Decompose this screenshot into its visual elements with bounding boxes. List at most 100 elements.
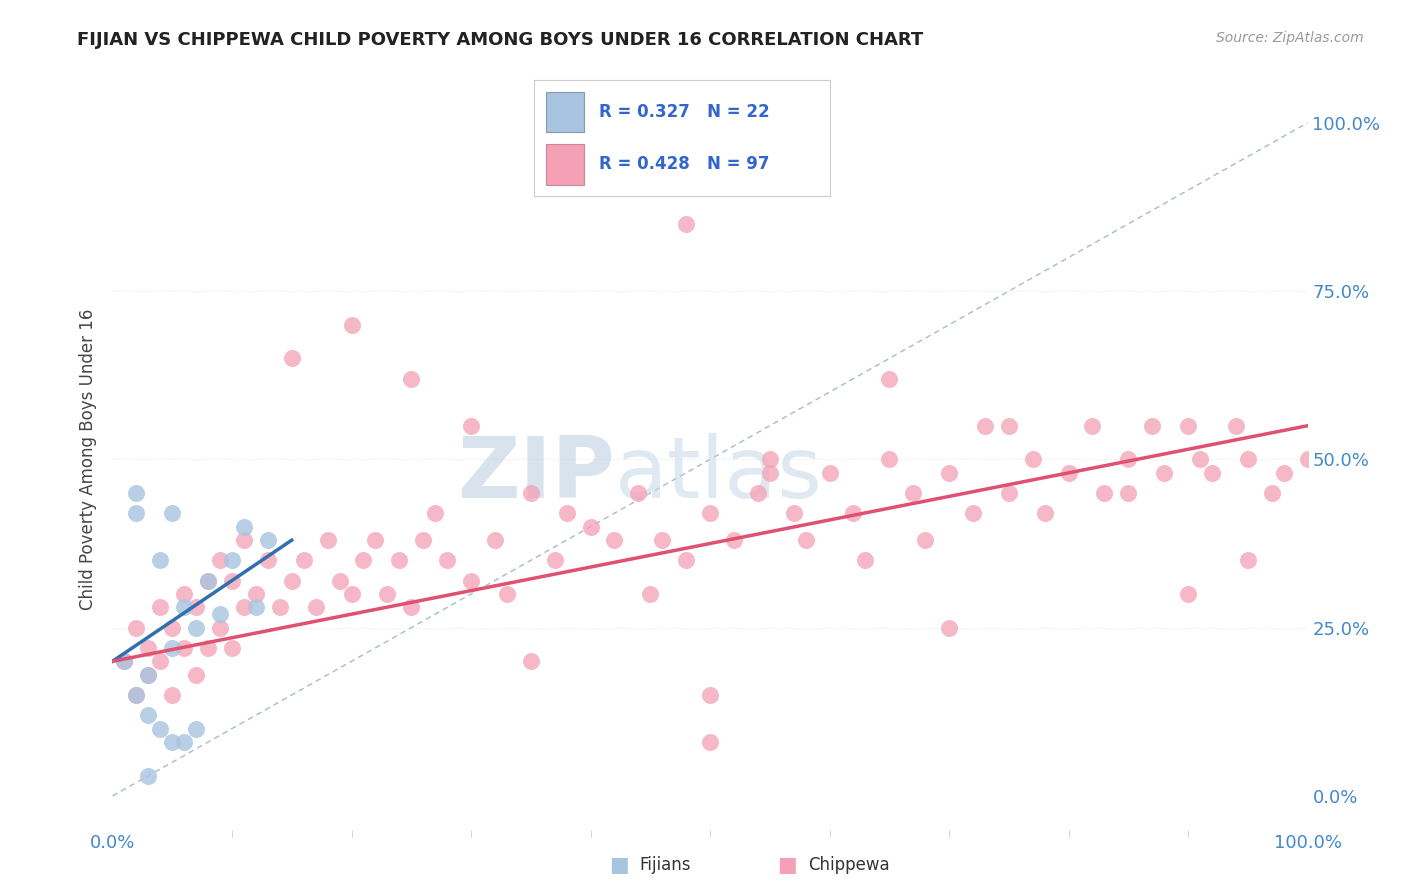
Point bbox=[675, 553, 697, 567]
Point bbox=[783, 506, 806, 520]
Point bbox=[879, 452, 901, 467]
Point bbox=[125, 506, 148, 520]
Text: FIJIAN VS CHIPPEWA CHILD POVERTY AMONG BOYS UNDER 16 CORRELATION CHART: FIJIAN VS CHIPPEWA CHILD POVERTY AMONG B… bbox=[77, 31, 924, 49]
Point bbox=[186, 722, 208, 736]
Point bbox=[938, 621, 960, 635]
Point bbox=[257, 553, 280, 567]
Point bbox=[1272, 466, 1295, 480]
Point bbox=[1057, 466, 1080, 480]
Point bbox=[903, 486, 925, 500]
Point bbox=[329, 574, 352, 588]
Point bbox=[401, 600, 423, 615]
Point bbox=[1201, 466, 1223, 480]
Point bbox=[938, 466, 960, 480]
Point bbox=[699, 688, 721, 702]
Text: ■: ■ bbox=[778, 855, 797, 875]
Point bbox=[543, 553, 565, 567]
Point bbox=[197, 574, 219, 588]
Point bbox=[281, 574, 304, 588]
Point bbox=[484, 533, 506, 548]
Point bbox=[233, 519, 256, 533]
Point bbox=[1153, 466, 1175, 480]
Text: Source: ZipAtlas.com: Source: ZipAtlas.com bbox=[1216, 31, 1364, 45]
Point bbox=[221, 553, 243, 567]
Text: Chippewa: Chippewa bbox=[808, 856, 890, 874]
Point bbox=[245, 587, 267, 601]
Text: R = 0.428   N = 97: R = 0.428 N = 97 bbox=[599, 155, 769, 173]
Point bbox=[186, 621, 208, 635]
Point bbox=[162, 640, 183, 655]
Point bbox=[340, 587, 363, 601]
Point bbox=[555, 506, 578, 520]
Point bbox=[162, 688, 183, 702]
Point bbox=[316, 533, 339, 548]
Point bbox=[125, 688, 148, 702]
Point bbox=[962, 506, 984, 520]
Point bbox=[640, 587, 662, 601]
Point bbox=[603, 533, 626, 548]
Point bbox=[245, 600, 267, 615]
Point bbox=[627, 486, 650, 500]
Point bbox=[353, 553, 375, 567]
Point bbox=[209, 607, 232, 622]
Point bbox=[401, 371, 423, 385]
Point bbox=[233, 533, 256, 548]
Point bbox=[138, 640, 160, 655]
Point bbox=[173, 735, 195, 749]
Point bbox=[818, 466, 841, 480]
Point bbox=[675, 217, 697, 231]
Point bbox=[425, 506, 447, 520]
Point bbox=[173, 587, 195, 601]
Point bbox=[998, 418, 1021, 433]
Point bbox=[138, 667, 160, 681]
Point bbox=[186, 600, 208, 615]
Point bbox=[125, 621, 148, 635]
Point bbox=[879, 371, 901, 385]
Point bbox=[412, 533, 434, 548]
Point bbox=[149, 654, 172, 668]
Bar bbox=[546, 92, 585, 132]
Point bbox=[855, 553, 877, 567]
Point bbox=[1237, 553, 1260, 567]
Text: atlas: atlas bbox=[614, 433, 823, 516]
Point bbox=[436, 553, 458, 567]
Point bbox=[340, 318, 363, 332]
Point bbox=[305, 600, 328, 615]
Point bbox=[138, 667, 160, 681]
Point bbox=[1022, 452, 1045, 467]
Text: Fijians: Fijians bbox=[640, 856, 692, 874]
Point bbox=[257, 533, 280, 548]
Point bbox=[651, 533, 673, 548]
Bar bbox=[546, 144, 585, 185]
Point bbox=[1189, 452, 1212, 467]
Point bbox=[1177, 587, 1199, 601]
Point bbox=[1033, 506, 1056, 520]
Point bbox=[221, 640, 243, 655]
Point bbox=[1094, 486, 1116, 500]
Point bbox=[460, 418, 482, 433]
Point bbox=[292, 553, 315, 567]
Point bbox=[842, 506, 865, 520]
Point bbox=[1142, 418, 1164, 433]
Point bbox=[162, 506, 183, 520]
Point bbox=[520, 654, 543, 668]
Text: ■: ■ bbox=[609, 855, 628, 875]
Point bbox=[699, 506, 721, 520]
Point bbox=[173, 600, 195, 615]
Point bbox=[209, 553, 232, 567]
Point bbox=[699, 735, 721, 749]
Point bbox=[1177, 418, 1199, 433]
Point bbox=[162, 621, 183, 635]
Point bbox=[233, 600, 256, 615]
Y-axis label: Child Poverty Among Boys Under 16: Child Poverty Among Boys Under 16 bbox=[79, 309, 97, 610]
Point bbox=[1081, 418, 1104, 433]
Point bbox=[520, 486, 543, 500]
Point bbox=[162, 735, 183, 749]
Point bbox=[1261, 486, 1284, 500]
Point bbox=[759, 452, 782, 467]
Point bbox=[914, 533, 936, 548]
Point bbox=[377, 587, 399, 601]
Point bbox=[281, 351, 304, 366]
Point bbox=[173, 640, 195, 655]
Point bbox=[579, 519, 602, 533]
